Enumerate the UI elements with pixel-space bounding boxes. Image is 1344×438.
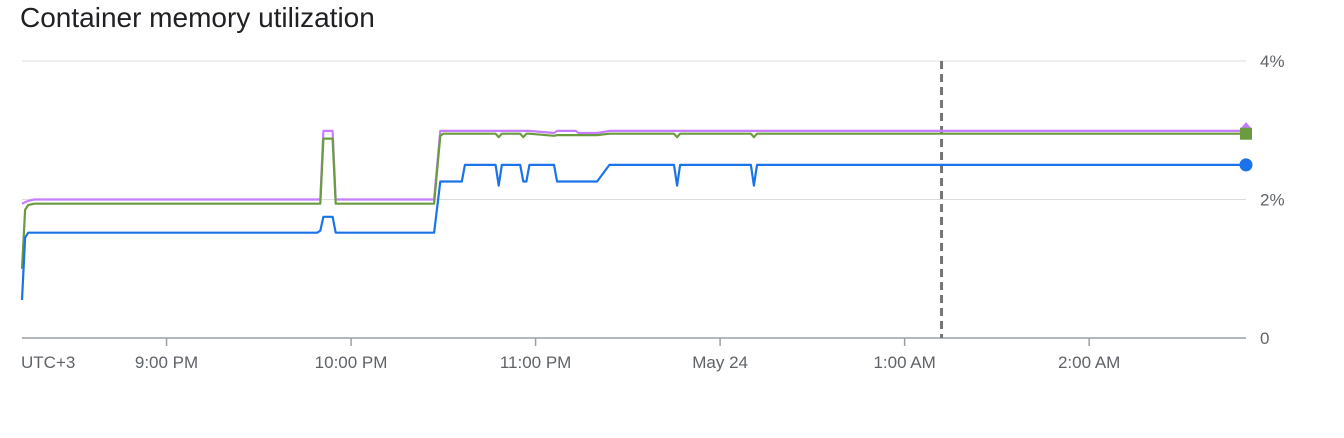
timezone-label: UTC+3 (21, 353, 75, 372)
x-axis: UTC+3 9:00 PM 10:00 PM 11:00 PM May 24 1:00 A… (21, 338, 1120, 372)
x-tick-label: 9:00 PM (135, 353, 198, 372)
y-tick-label: 4% (1260, 52, 1285, 71)
series-line-3 (20, 163, 1246, 300)
x-tick-label: 10:00 PM (315, 353, 388, 372)
series-lines[interactable] (20, 129, 1246, 300)
y-tick-label: 2% (1260, 191, 1285, 210)
series-end-marker-circle (1239, 158, 1253, 172)
series-end-markers (1239, 121, 1253, 172)
series-end-marker-square (1240, 127, 1252, 140)
x-tick-label: May 24 (692, 353, 748, 372)
series-line-2 (20, 132, 1246, 269)
x-tick-label: 1:00 AM (873, 353, 935, 372)
chart-title: Container memory utilization (20, 2, 375, 33)
series-line-1 (21, 129, 1246, 205)
y-axis-ticks: 0 2% 4% (1260, 52, 1285, 348)
x-tick-label: 11:00 PM (500, 353, 572, 372)
x-tick-label: 2:00 AM (1058, 353, 1120, 372)
series-end-marker-triangle (1241, 121, 1251, 128)
y-tick-label: 0 (1260, 329, 1269, 348)
